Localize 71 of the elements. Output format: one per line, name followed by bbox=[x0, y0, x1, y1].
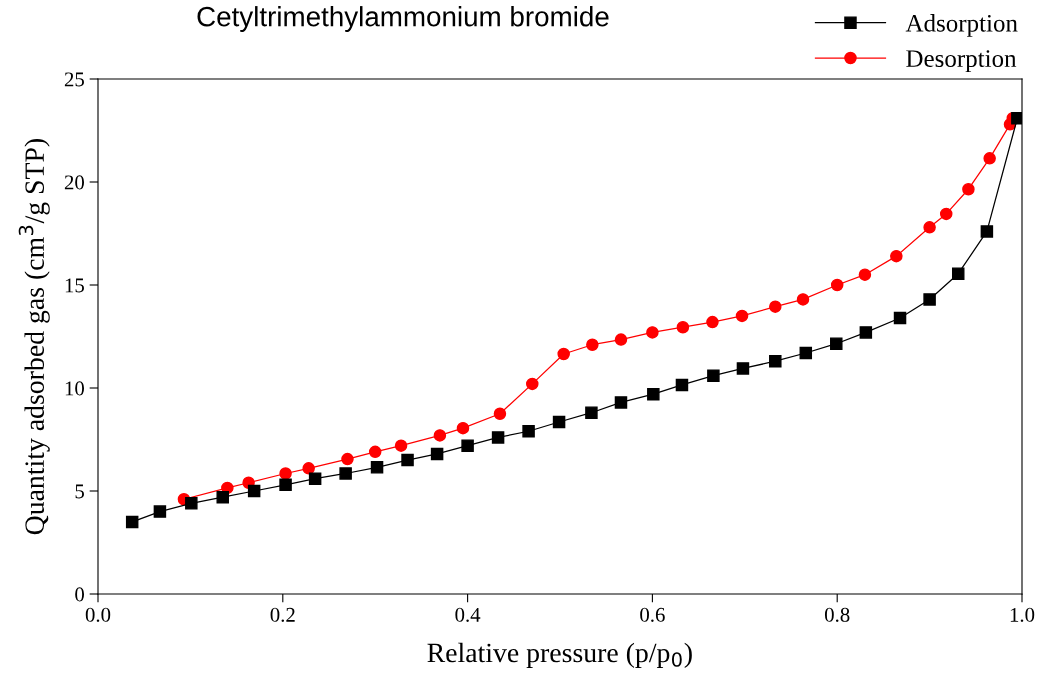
point bbox=[370, 461, 384, 474]
point bbox=[646, 326, 659, 339]
point bbox=[614, 333, 628, 346]
y-tick-label: 25 bbox=[64, 72, 84, 87]
point bbox=[279, 478, 292, 492]
point bbox=[923, 221, 936, 234]
point bbox=[983, 152, 996, 165]
point bbox=[769, 354, 782, 368]
x-tick-label: 0.0 bbox=[85, 607, 111, 622]
point bbox=[769, 300, 782, 313]
point bbox=[951, 267, 965, 280]
y-tick-label: 0 bbox=[75, 587, 85, 602]
point bbox=[830, 337, 843, 350]
point bbox=[557, 347, 570, 361]
point bbox=[368, 445, 382, 459]
x-tick-label: 0.8 bbox=[824, 607, 850, 622]
point bbox=[339, 467, 352, 480]
point bbox=[461, 439, 474, 452]
y-tick-label: 15 bbox=[65, 278, 84, 293]
point bbox=[401, 453, 414, 467]
point bbox=[799, 346, 813, 360]
x-tick-label: 0.2 bbox=[270, 607, 295, 622]
point bbox=[962, 182, 975, 196]
point bbox=[456, 421, 470, 435]
point bbox=[430, 447, 444, 461]
point bbox=[923, 293, 936, 306]
point bbox=[394, 439, 408, 452]
point bbox=[585, 406, 598, 419]
legend-label: Adsorption bbox=[905, 14, 1018, 37]
point bbox=[614, 396, 628, 409]
legend-label: Desorption bbox=[906, 50, 1017, 73]
point bbox=[433, 429, 447, 442]
point bbox=[830, 278, 844, 292]
point bbox=[522, 425, 535, 438]
y-tick-label: 20 bbox=[64, 175, 85, 190]
point bbox=[859, 326, 873, 339]
point bbox=[736, 362, 750, 375]
point bbox=[675, 378, 689, 392]
point bbox=[153, 505, 167, 518]
point bbox=[706, 315, 719, 329]
y-axis-title: Quantity adsorbed gas (cm$^{3}$/g STP) bbox=[18, 139, 50, 535]
point bbox=[939, 207, 953, 221]
point bbox=[279, 467, 292, 480]
point bbox=[893, 311, 907, 325]
point bbox=[493, 407, 507, 421]
x-tick-label: 1.0 bbox=[1010, 607, 1035, 622]
point bbox=[247, 484, 261, 498]
point bbox=[552, 415, 566, 429]
point bbox=[676, 320, 690, 334]
point bbox=[491, 431, 505, 444]
point bbox=[647, 387, 660, 401]
point bbox=[890, 249, 903, 263]
x-axis-title: Relative pressure (p/p$_{0}$) bbox=[427, 642, 692, 668]
point bbox=[858, 268, 872, 281]
point bbox=[980, 225, 994, 238]
point bbox=[586, 338, 599, 351]
point bbox=[216, 490, 229, 504]
point bbox=[185, 497, 198, 510]
x-tick-label: 0.4 bbox=[455, 607, 481, 622]
point bbox=[526, 377, 539, 391]
point bbox=[796, 293, 810, 306]
point bbox=[302, 462, 315, 475]
point bbox=[707, 369, 720, 382]
point bbox=[308, 472, 322, 485]
point bbox=[735, 309, 749, 323]
point bbox=[125, 515, 139, 529]
chart-title: Cetyltrimethylammonium bromide bbox=[197, 6, 609, 32]
y-tick-label: 10 bbox=[65, 381, 85, 396]
y-tick-label: 5 bbox=[75, 484, 84, 499]
x-tick-label: 0.6 bbox=[640, 607, 665, 622]
point bbox=[341, 452, 354, 466]
